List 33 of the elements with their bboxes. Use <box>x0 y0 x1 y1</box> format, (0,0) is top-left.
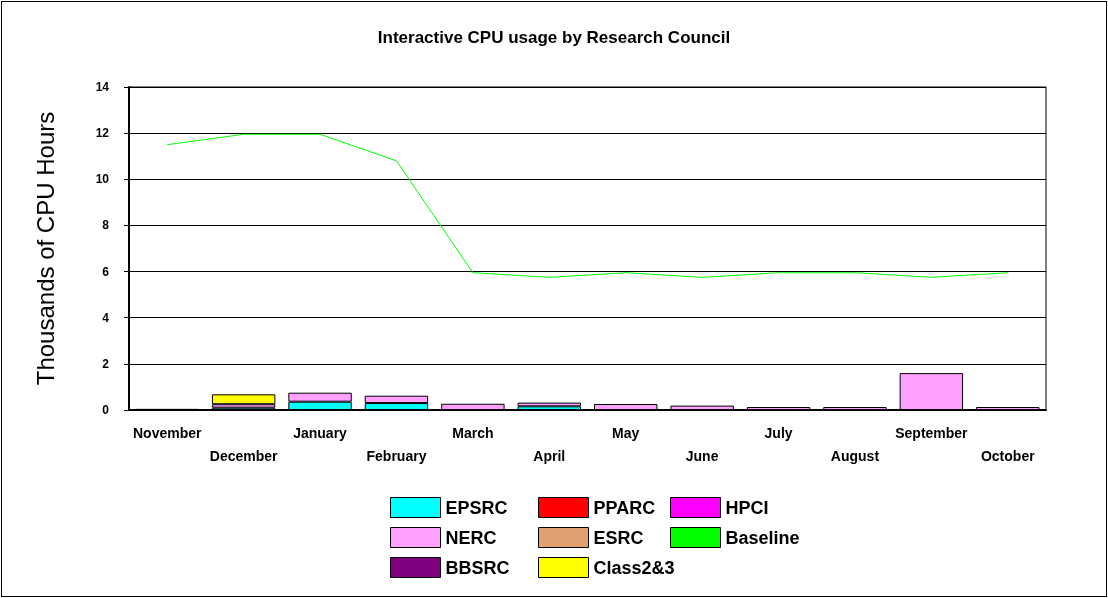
legend-label: HPCI <box>725 497 769 518</box>
y-tick-label: 0 <box>102 403 110 417</box>
x-tick-label: May <box>612 425 640 441</box>
y-tick-label: 2 <box>102 356 110 371</box>
x-tick-label: July <box>764 425 793 441</box>
x-tick-label: October <box>980 448 1036 464</box>
y-tick-label: 12 <box>95 126 110 141</box>
line-series <box>166 133 1009 278</box>
x-tick-label: August <box>830 448 880 464</box>
x-tick-label: September <box>895 425 969 441</box>
y-tick-label: 10 <box>95 172 110 187</box>
x-tick-label: April <box>533 448 566 464</box>
y-tick-label: 4 <box>102 310 110 325</box>
y-tick-label: 8 <box>102 218 110 233</box>
legend-label: Baseline <box>725 527 800 548</box>
bar <box>517 402 581 407</box>
y-axis-title: Thousands of CPU Hours <box>31 111 59 386</box>
legend-label: Class2&3 <box>593 557 675 578</box>
legend-label: NERC <box>445 527 497 548</box>
bar <box>211 394 276 405</box>
legend-label: EPSRC <box>445 497 508 518</box>
x-tick-label: January <box>293 425 348 441</box>
y-tick-label: 14 <box>95 80 110 94</box>
x-tick-label: December <box>209 448 279 464</box>
chart-title: Interactive CPU usage by Research Council <box>377 28 731 47</box>
x-tick-label: June <box>685 448 719 464</box>
y-tick-label: 6 <box>102 264 110 279</box>
x-tick-label: February <box>366 448 427 464</box>
x-tick-label: November <box>132 425 202 441</box>
legend-label: ESRC <box>593 527 644 548</box>
x-tick-label: March <box>452 425 494 441</box>
legend-label: BBSRC <box>445 557 510 578</box>
legend-label: PPARC <box>593 497 656 518</box>
